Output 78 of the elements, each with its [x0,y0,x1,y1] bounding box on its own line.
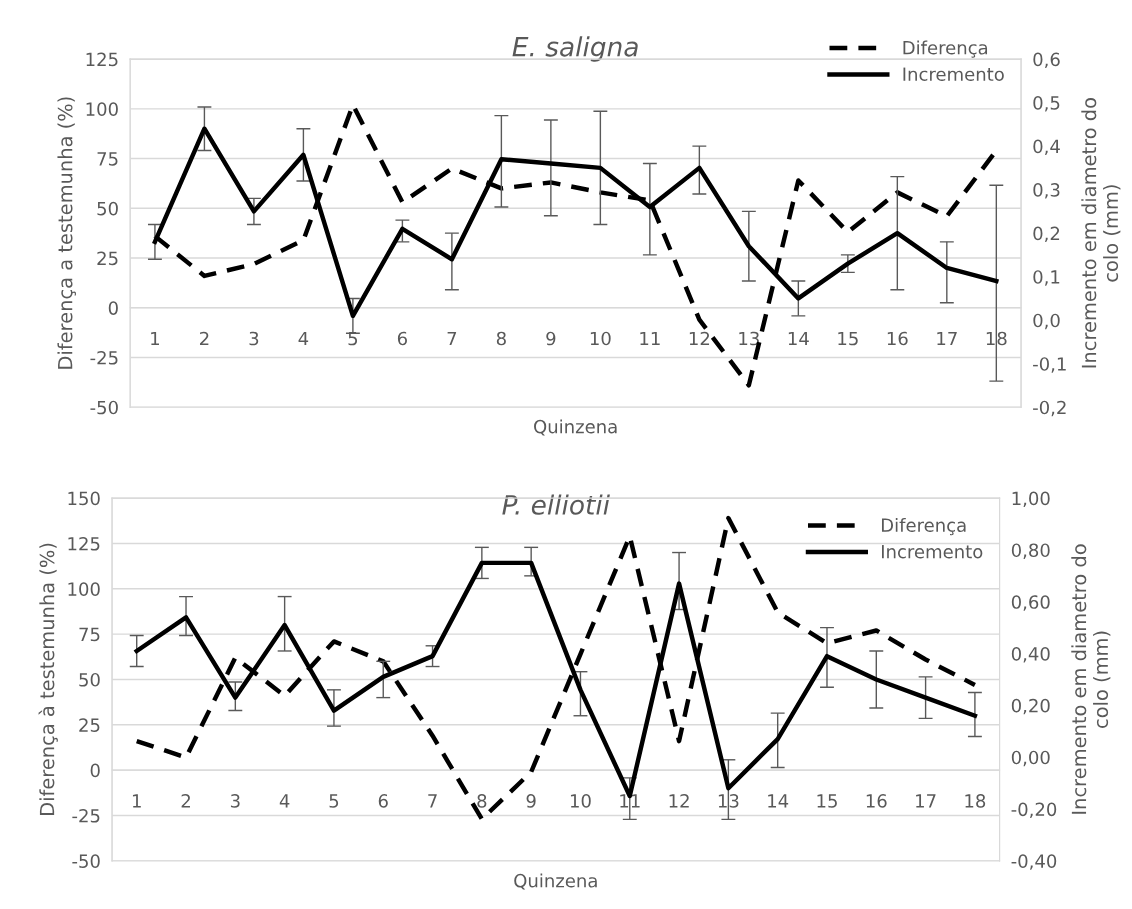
y-tick-label: -50 [72,854,100,868]
y-tick-label: 0 [108,301,118,315]
legend-label: Diferença [881,518,966,536]
y-tick-label: 100 [68,582,100,596]
x-tick-label: 5 [329,794,339,808]
x-tick-label: 15 [838,331,858,346]
y-tick-label: 125 [68,536,100,551]
y2-tick-label: 0,5 [1033,96,1060,112]
x-tick-label: 17 [916,794,936,808]
y2-tick-label: -0,20 [1011,802,1057,818]
y-axis-title: Diferença à testemunha (%) [38,543,58,815]
y2-axis-title: Incremento em diametro do colo (mm) [1071,544,1111,814]
chart-title: P. elliotii [502,494,610,515]
x-tick-label: 12 [689,331,710,346]
legend-label: Diferença [903,40,988,58]
y-tick-label: -25 [90,350,118,365]
y2-tick-label: 0,2 [1033,226,1060,243]
x-tick-label: 7 [447,331,457,346]
y2-tick-label: -0,1 [1033,357,1066,373]
y-tick-label: 100 [86,102,118,116]
y2-axis-title: Incremento em diametro do colo (mm) [1081,98,1121,368]
x-tick-label: 18 [965,794,986,808]
x-tick-label: 3 [230,794,240,808]
x-tick-label: 8 [477,794,487,808]
y2-tick-label: -0,40 [1011,854,1057,870]
x-tick-label: 8 [496,331,506,346]
y2-tick-label: 0,3 [1033,183,1060,199]
y-tick-label: -25 [72,808,100,823]
x-axis-title: Quinzena [514,873,597,890]
x-tick-label: 16 [866,794,887,808]
x-tick-label: 13 [739,331,759,346]
x-tick-label: 15 [817,794,837,808]
chart-title: E. saligna [512,36,638,62]
x-tick-label: 3 [249,331,259,346]
y2-tick-label: 0,6 [1033,52,1060,69]
x-tick-label: 11 [640,331,660,346]
x-tick-label: 4 [279,794,290,808]
y-tick-label: 0 [90,763,100,778]
y2-tick-label: 0,20 [1011,698,1050,715]
y-tick-label: 50 [79,672,100,687]
x-tick-label: 1 [151,331,159,346]
x-tick-label: 10 [590,331,611,346]
x-tick-label: 6 [397,331,407,346]
y-tick-label: 25 [79,718,100,732]
x-tick-label: 2 [181,794,190,808]
y-tick-label: 125 [86,52,118,67]
x-tick-label: 9 [526,794,536,808]
x-tick-label: 1 [132,794,141,808]
x-tick-label: 12 [669,794,689,808]
x-tick-label: 14 [768,794,789,808]
y-tick-label: -50 [90,400,118,415]
y2-tick-label: 0,60 [1011,595,1050,611]
y-tick-label: 75 [79,627,100,642]
y2-tick-label: 0,00 [1011,750,1050,767]
legend-label: Incremento [881,545,983,559]
x-tick-label: 2 [200,331,209,346]
y2-tick-label: 0,80 [1011,543,1050,559]
x-tick-label: 7 [428,794,437,808]
y-tick-label: 150 [68,491,100,506]
x-tick-label: 16 [887,331,908,346]
y-tick-label: 75 [97,152,118,166]
x-tick-label: 9 [546,331,556,346]
y-axis-title: Diferença a testemunha (%) [57,97,76,369]
y2-tick-label: 0,1 [1033,270,1060,286]
x-tick-label: 14 [788,331,809,346]
y-tick-label: 50 [97,201,118,216]
legend-label: Incremento [903,67,1004,81]
x-tick-label: 17 [937,331,957,346]
x-tick-label: 10 [570,794,591,808]
y2-tick-label: 0,4 [1033,139,1060,156]
y2-tick-label: 0,40 [1011,647,1050,663]
x-tick-label: 4 [298,331,309,346]
y-tick-label: 25 [97,251,118,266]
y2-tick-label: -0,2 [1033,400,1066,417]
y2-tick-label: 1,00 [1012,491,1050,508]
y2-tick-label: 0,0 [1033,313,1060,330]
x-axis-title: Quinzena [534,419,617,436]
x-tick-label: 6 [378,794,388,808]
